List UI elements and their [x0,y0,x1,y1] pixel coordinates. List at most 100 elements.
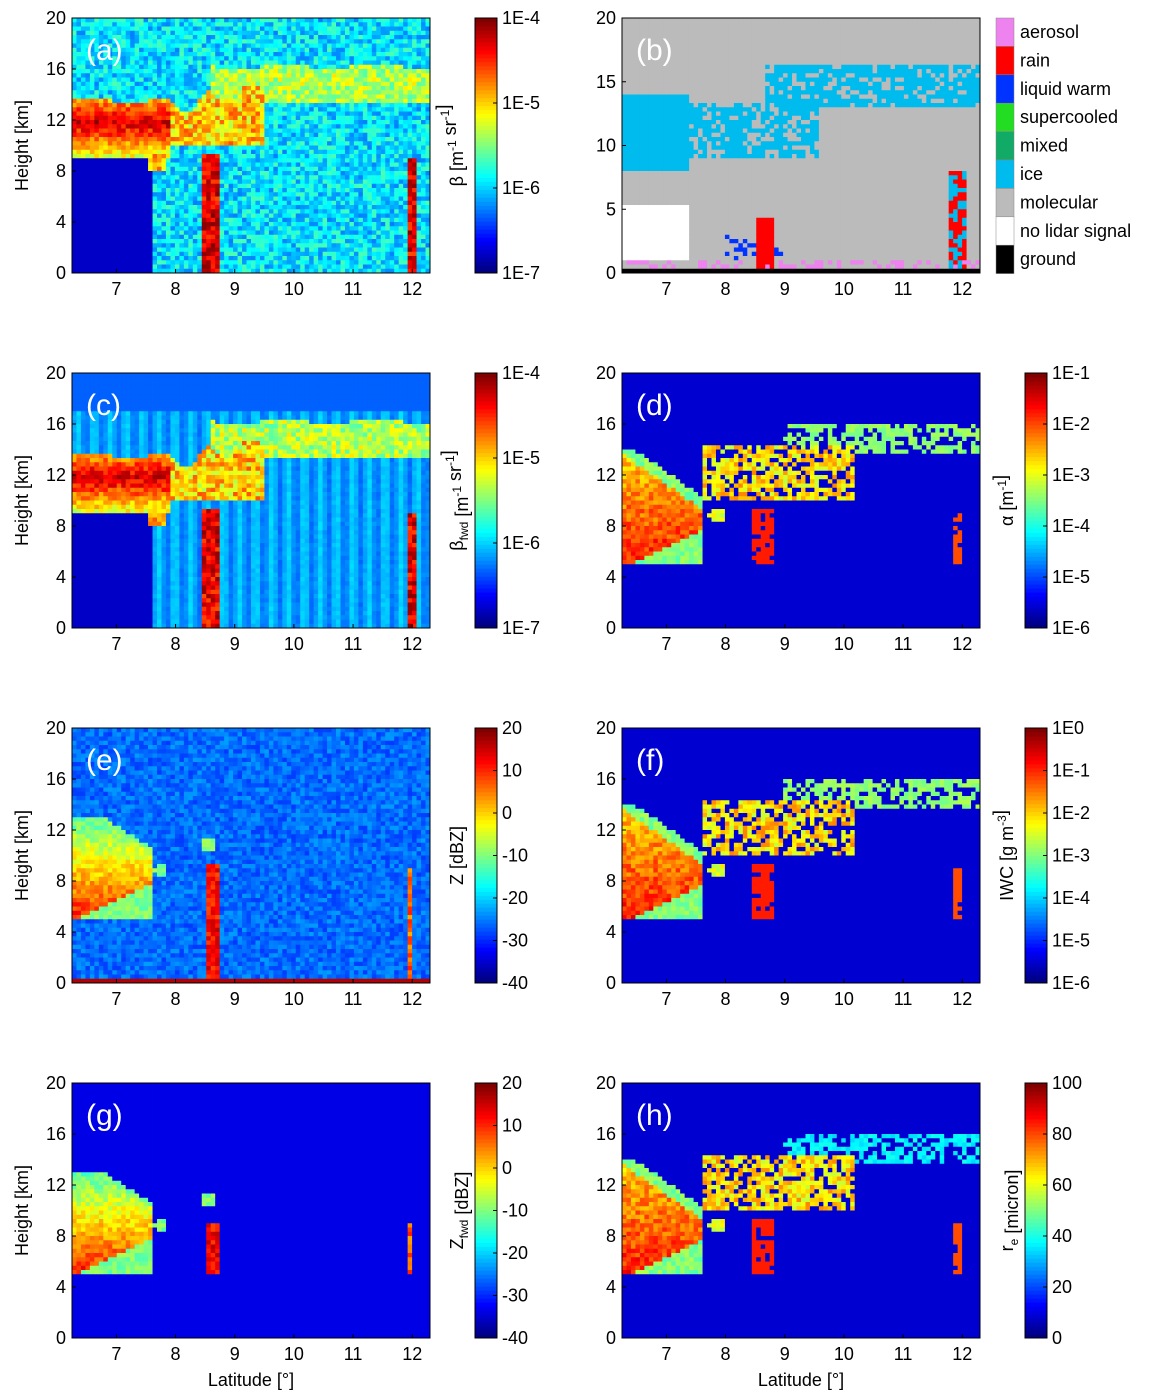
data-cell [206,201,211,206]
data-cell [309,44,314,49]
data-cell [139,95,144,100]
data-cell [130,260,135,265]
data-cell [242,95,247,100]
data-cell [197,222,202,227]
data-cell [273,141,278,146]
data-cell [300,116,305,121]
data-cell [135,180,140,185]
data-cell [269,52,274,57]
data-cell [126,222,131,227]
data-cell [175,52,180,57]
data-cell [251,95,256,100]
data-cell [318,65,323,70]
data-cell [193,201,198,206]
data-cell [76,69,81,74]
data-cell [251,226,256,231]
data-cell [148,150,153,155]
data-cell [121,218,126,223]
data-cell [175,239,180,244]
data-cell [309,61,314,66]
data-cell [126,99,131,104]
data-cell [153,167,158,172]
data-cell [112,107,117,112]
data-cell [264,78,269,83]
data-cell [184,163,189,168]
data-cell [202,265,207,270]
data-cell [309,154,314,159]
data-cell [309,103,314,108]
data-cell [81,95,86,100]
data-cell [233,133,238,138]
data-cell [90,163,95,168]
data-cell [144,65,149,70]
data-cell [121,27,126,32]
data-cell [166,44,171,49]
data-cell [157,137,162,142]
data-cell [76,112,81,117]
data-cell [251,252,256,257]
data-cell [202,86,207,91]
data-cell [197,103,202,108]
data-cell [264,158,269,163]
data-cell [273,82,278,87]
data-cell [287,197,292,202]
data-cell [193,260,198,265]
data-cell [126,209,131,214]
data-cell [166,252,171,257]
data-cell [220,95,225,100]
data-cell [278,99,283,104]
data-cell [103,222,108,227]
data-cell [108,205,113,210]
data-cell [166,95,171,100]
data-cell [184,73,189,78]
data-cell [139,243,144,248]
data-cell [184,27,189,32]
data-cell [153,188,158,193]
data-cell [170,192,175,197]
data-cell [166,103,171,108]
data-cell [215,82,220,87]
data-cell [296,116,301,121]
data-cell [144,90,149,95]
data-cell [215,205,220,210]
data-cell [85,90,90,95]
data-cell [117,167,122,172]
data-cell [85,205,90,210]
data-cell [162,218,167,223]
data-cell [264,31,269,36]
data-cell [296,27,301,32]
data-cell [318,31,323,36]
data-cell [202,99,207,104]
data-cell [229,73,234,78]
data-cell [85,209,90,214]
data-cell [247,180,252,185]
data-cell [126,73,131,78]
data-cell [260,188,265,193]
data-cell [215,252,220,257]
data-cell [175,116,180,121]
data-cell [117,146,122,151]
data-cell [157,65,162,70]
data-cell [170,235,175,240]
data-cell [229,124,234,129]
data-cell [103,99,108,104]
data-cell [130,56,135,61]
data-cell [278,31,283,36]
data-cell [242,163,247,168]
data-cell [238,201,243,206]
data-cell [188,197,193,202]
data-cell [282,39,287,44]
data-cell [296,107,301,112]
data-cell [72,260,77,265]
data-cell [108,73,113,78]
data-cell [175,90,180,95]
data-cell [242,226,247,231]
data-cell [314,260,319,265]
data-cell [135,18,140,23]
data-cell [314,171,319,176]
data-cell [233,192,238,197]
data-cell [202,150,207,155]
data-cell [94,141,99,146]
data-cell [238,231,243,236]
data-cell [238,154,243,159]
